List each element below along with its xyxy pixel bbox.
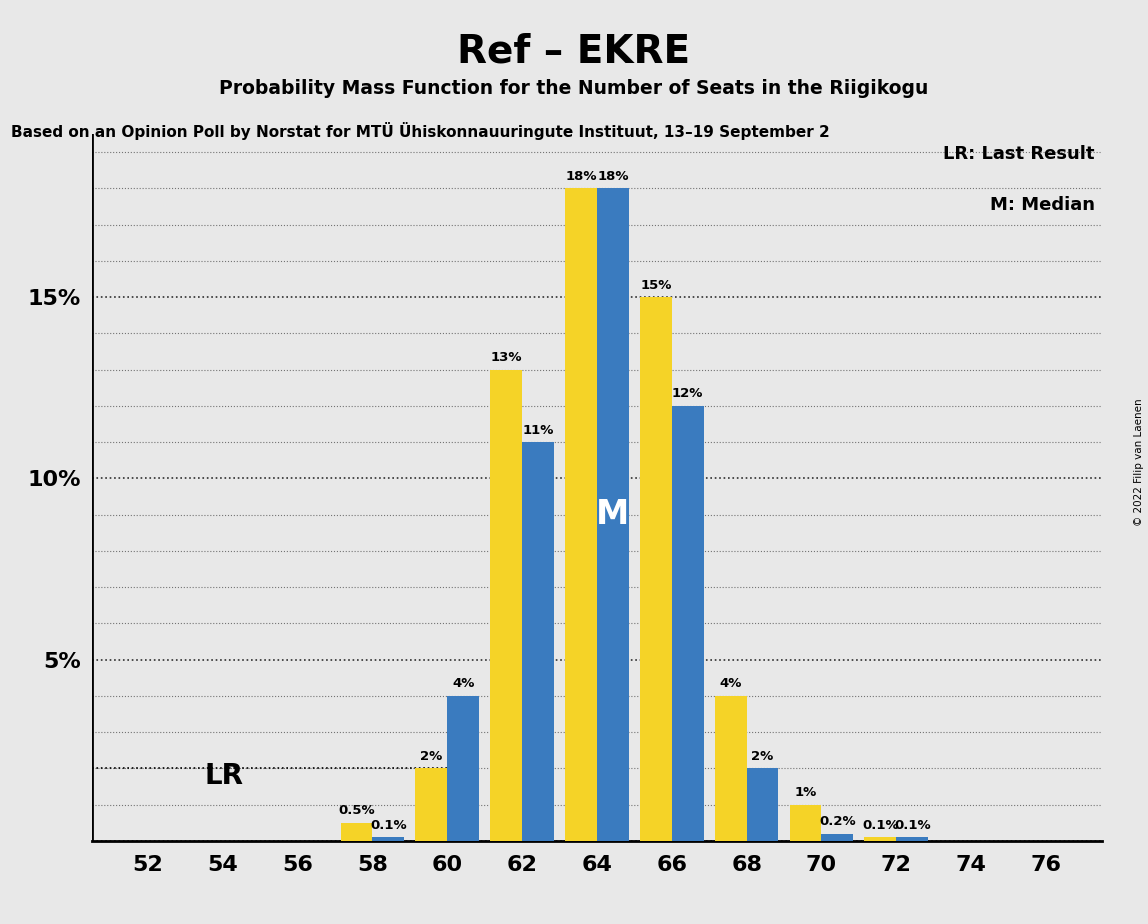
Text: 4%: 4% [452, 677, 474, 690]
Text: 1%: 1% [794, 786, 816, 799]
Text: 12%: 12% [672, 387, 704, 400]
Text: Probability Mass Function for the Number of Seats in the Riigikogu: Probability Mass Function for the Number… [219, 79, 929, 98]
Text: 18%: 18% [597, 170, 629, 183]
Text: © 2022 Filip van Laenen: © 2022 Filip van Laenen [1134, 398, 1143, 526]
Text: Based on an Opinion Poll by Norstat for MTÜ Ühiskonnauuringute Instituut, 13–19 : Based on an Opinion Poll by Norstat for … [11, 122, 830, 140]
Bar [448, 696, 479, 841]
Bar [715, 696, 746, 841]
Text: M: Median: M: Median [990, 196, 1094, 213]
Bar [822, 833, 853, 841]
Bar [416, 769, 448, 841]
Bar [565, 188, 597, 841]
Text: 0.1%: 0.1% [862, 819, 899, 832]
Text: 0.2%: 0.2% [819, 815, 855, 828]
Text: 2%: 2% [420, 750, 442, 763]
Text: 4%: 4% [720, 677, 742, 690]
Bar [490, 370, 522, 841]
Bar [672, 406, 704, 841]
Text: 13%: 13% [490, 351, 522, 364]
Text: Ref – EKRE: Ref – EKRE [457, 32, 691, 70]
Text: 0.1%: 0.1% [894, 819, 931, 832]
Text: 2%: 2% [752, 750, 774, 763]
Text: 18%: 18% [565, 170, 597, 183]
Bar [864, 837, 897, 841]
Bar [746, 769, 778, 841]
Text: M: M [596, 498, 629, 531]
Bar [341, 822, 372, 841]
Text: LR: LR [204, 761, 243, 790]
Bar [372, 837, 404, 841]
Text: 11%: 11% [522, 424, 553, 437]
Bar [790, 805, 822, 841]
Text: 0.1%: 0.1% [370, 819, 406, 832]
Text: 0.5%: 0.5% [339, 804, 375, 818]
Bar [639, 298, 672, 841]
Text: LR: Last Result: LR: Last Result [944, 145, 1094, 163]
Bar [597, 188, 629, 841]
Bar [897, 837, 928, 841]
Bar [522, 442, 554, 841]
Text: 15%: 15% [641, 279, 672, 292]
